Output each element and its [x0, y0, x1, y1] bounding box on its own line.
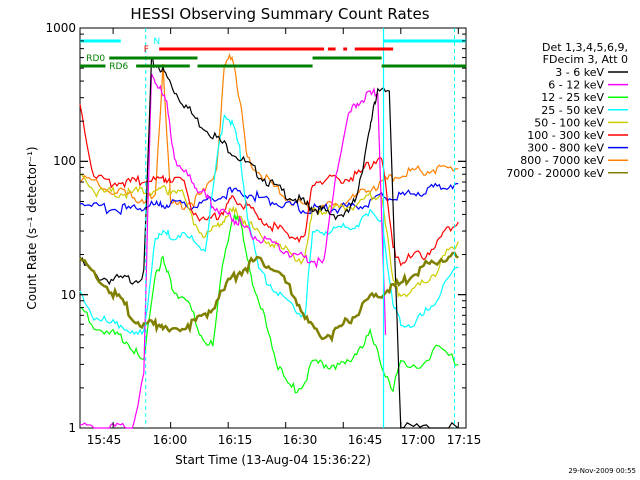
x-tick-marks: [112, 28, 459, 428]
y-tick-label: 1000: [45, 21, 76, 35]
y-tick-label: 1: [68, 421, 76, 435]
legend-header: FDecim 3, Att 0: [543, 53, 628, 66]
series-line: [79, 52, 459, 212]
legend-label: 25 - 50 keV: [541, 104, 604, 117]
n-flag-label: N: [153, 37, 160, 47]
f-flag-label: F: [144, 45, 149, 55]
series-line: [79, 57, 459, 429]
rd6-flag-label: RD6: [109, 62, 128, 72]
footer-timestamp: 29-Nov-2009 00:55: [568, 467, 636, 475]
x-axis-label: Start Time (13-Aug-04 15:36:22): [175, 453, 371, 467]
y-axis-label: Count Rate (s⁻¹ detector⁻¹): [25, 146, 39, 309]
series-line: [79, 182, 459, 216]
x-tick-label: 15:45: [87, 433, 122, 447]
x-tick-label: 17:15: [447, 433, 482, 447]
y-tick-label: 10: [61, 288, 76, 302]
x-tick-label: 16:45: [348, 433, 383, 447]
plot-frame: [79, 27, 467, 429]
legend-label: 12 - 25 keV: [541, 91, 604, 104]
flag-bars: NF RD0 RD6: [80, 28, 466, 428]
chart-title: HESSI Observing Summary Count Rates: [130, 5, 429, 23]
series-line: [79, 172, 459, 299]
y-axis: 1 10 100 1000: [45, 21, 76, 435]
y-tick-label: 100: [53, 154, 76, 168]
x-tick-label: 17:00: [401, 433, 436, 447]
series-line: [79, 214, 459, 394]
legend-label: 3 - 6 keV: [555, 66, 604, 79]
legend-header: Det 1,3,4,5,6,9,: [542, 41, 628, 54]
legend-label: 300 - 800 keV: [527, 142, 604, 155]
series-line: [79, 251, 459, 343]
x-axis: 15:45 16:00 16:15 16:30 16:45 17:00 17:1…: [87, 433, 482, 447]
series-layer: [79, 52, 459, 429]
rd0-flag-label: RD0: [86, 54, 105, 64]
legend: Det 1,3,4,5,6,9, FDecim 3, Att 0 3 - 6 k…: [506, 41, 628, 180]
series-line: [79, 113, 459, 336]
x-tick-label: 16:00: [153, 433, 188, 447]
legend-label: 50 - 100 keV: [534, 116, 604, 129]
legend-label: 6 - 12 keV: [548, 79, 604, 92]
series-line: [79, 73, 387, 429]
legend-label: 7000 - 20000 keV: [506, 167, 604, 180]
x-tick-label: 16:30: [283, 433, 318, 447]
legend-label: 100 - 300 keV: [527, 129, 604, 142]
legend-label: 800 - 7000 keV: [520, 154, 604, 167]
x-tick-label: 16:15: [218, 433, 253, 447]
y-tick-marks: [80, 27, 466, 429]
